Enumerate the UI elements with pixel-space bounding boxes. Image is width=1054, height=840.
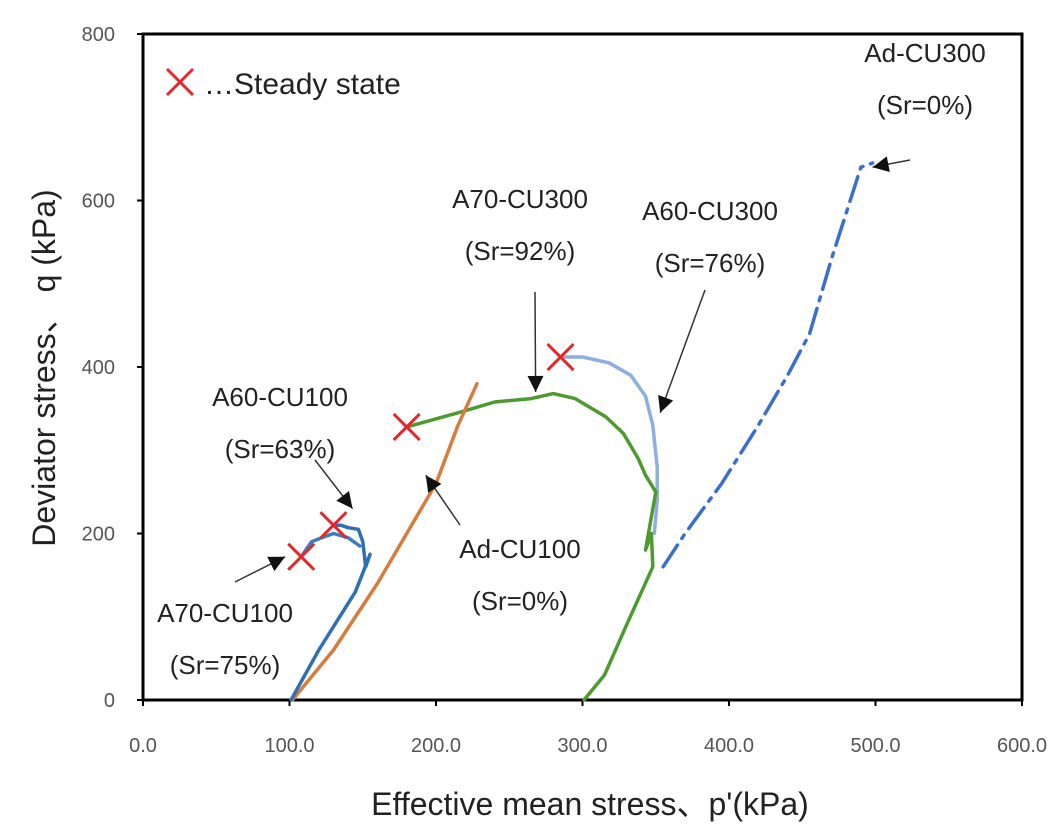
annotation-arrowhead [336, 490, 353, 509]
y-tick-label: 400 [82, 357, 115, 379]
y-tick-label: 600 [82, 191, 115, 213]
annotation-sr: (Sr=76%) [655, 248, 766, 278]
legend-marker [165, 67, 195, 97]
annotation-arrowhead [425, 475, 442, 493]
annotation-label: Ad-CU300 [864, 38, 985, 68]
steady-state-x-stroke [287, 542, 316, 571]
annotation-label: A60-CU100 [212, 382, 348, 412]
annotation-a70-cu300: A70-CU300 (Sr=92%) [452, 184, 588, 392]
y-tick-label: 0 [104, 690, 115, 712]
annotation-arrow-line [659, 289, 706, 414]
annotation-a70-cu100: A70-CU100 (Sr=75%) [157, 556, 293, 680]
steady-state-marker [319, 511, 348, 540]
annotation-ad-cu100: Ad-CU100 (Sr=0%) [425, 474, 581, 616]
series-line-a70-cu300 [404, 391, 658, 702]
x-tick-label: 200.0 [411, 735, 461, 757]
steady-state-marker [392, 412, 421, 442]
x-tick-label: 500.0 [850, 735, 900, 757]
y-tick-label: 800 [82, 24, 115, 46]
y-tick-label: 200 [82, 524, 115, 546]
annotation-sr: (Sr=63%) [225, 434, 336, 464]
x-tick-label: 600.0 [997, 735, 1047, 757]
annotation-a60-cu300: A60-CU300 (Sr=76%) [642, 196, 778, 414]
series-line-a70-cu100 [299, 531, 362, 559]
annotation-arrowhead [267, 556, 286, 572]
x-tick-label: 0.0 [129, 735, 157, 757]
steady-state-x-stroke [546, 342, 575, 372]
annotation-sr: (Sr=0%) [877, 90, 973, 120]
annotation-arrowhead [872, 156, 890, 173]
series-line-a60-cu100 [289, 523, 372, 702]
series-line-ad-cu300 [661, 161, 875, 569]
steady-state-marker [287, 542, 316, 571]
annotation-sr: (Sr=0%) [472, 586, 568, 616]
series-line-ad-cu100 [290, 381, 479, 702]
steady-state-marker [546, 342, 575, 372]
annotation-layer: Ad-CU300 (Sr=0%) A60-CU300 (Sr=76%) A70-CU30… [157, 38, 986, 680]
annotation-arrow-line [534, 291, 537, 392]
series-line-a60-cu300 [558, 355, 659, 536]
x-tick-label: 300.0 [557, 735, 607, 757]
steady-state-markers [287, 342, 575, 571]
annotation-ad-cu300: Ad-CU300 (Sr=0%) [864, 38, 986, 173]
annotation-label: A60-CU300 [642, 196, 778, 226]
x-tick-label: 100.0 [264, 735, 314, 757]
steady-state-x-stroke [319, 511, 348, 540]
annotation-arrowhead [658, 395, 674, 413]
annotation-arrowhead [527, 375, 544, 392]
x-axis-title: Effective mean stress、p'(kPa) [371, 786, 809, 822]
y-axis-title: Deviator stress、 q (kPa) [26, 189, 62, 546]
annotation-label: A70-CU300 [452, 184, 588, 214]
legend: …Steady state [165, 67, 401, 101]
legend-label: …Steady state [204, 68, 401, 101]
annotation-sr: (Sr=92%) [465, 236, 576, 266]
steady-state-x-stroke [392, 412, 421, 442]
annotation-label: Ad-CU100 [459, 534, 580, 564]
annotation-a60-cu100: A60-CU100 (Sr=63%) [212, 382, 354, 509]
x-tick-label: 400.0 [704, 735, 754, 757]
annotation-sr: (Sr=75%) [170, 650, 281, 680]
series-layer [289, 161, 875, 702]
annotation-label: A70-CU100 [157, 598, 293, 628]
steady-state-x-stroke [165, 67, 195, 97]
